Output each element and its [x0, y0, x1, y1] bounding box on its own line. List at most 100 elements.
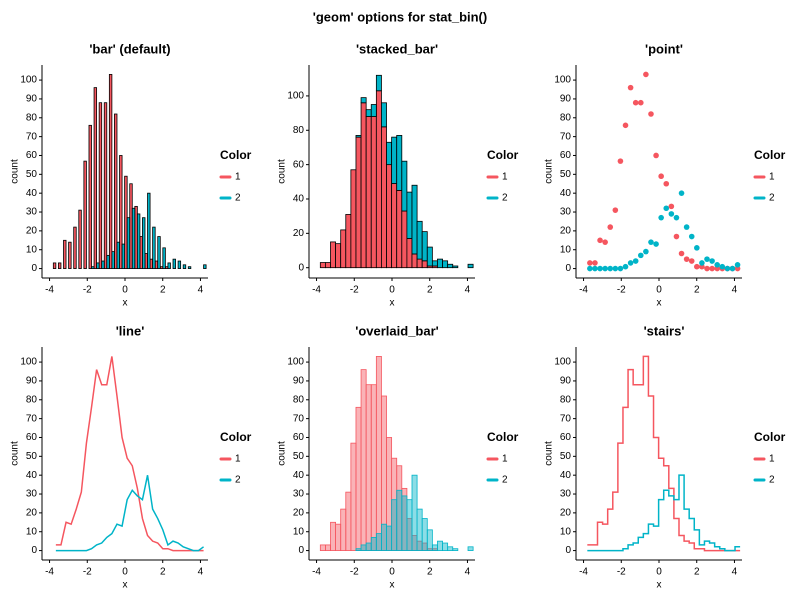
bar [452, 548, 459, 551]
bar [396, 489, 403, 551]
y-tick-label: 80 [26, 112, 38, 123]
x-tick-label: 0 [389, 567, 395, 578]
y-axis-label: count [544, 441, 555, 466]
y-tick-label: 80 [560, 394, 572, 405]
y-tick-label: 100 [287, 357, 304, 368]
figure-title: 'geom' options for stat_bin() [313, 9, 487, 24]
line [55, 475, 205, 552]
bar [360, 369, 367, 551]
bar [157, 236, 161, 269]
point [734, 262, 741, 268]
bar [63, 239, 67, 269]
bar [375, 74, 382, 92]
y-tick-label: 100 [554, 357, 571, 368]
bar [391, 499, 398, 551]
legend-label: 1 [769, 172, 775, 183]
y-tick-label: 20 [560, 508, 572, 519]
bar [98, 102, 103, 269]
bar [350, 169, 357, 269]
point [673, 233, 680, 240]
point [622, 122, 629, 129]
y-tick-label: 30 [560, 489, 572, 500]
point [648, 111, 654, 117]
bar [365, 542, 372, 551]
point [694, 263, 700, 270]
bar [401, 210, 408, 269]
y-tick-label: 20 [293, 228, 305, 239]
panel-title: 'overlaid_bar' [355, 323, 439, 338]
y-tick-label: 60 [26, 150, 38, 161]
y-tick-label: 60 [560, 150, 572, 161]
x-tick-label: -4 [579, 567, 588, 578]
x-axis-label: x [123, 580, 128, 591]
bar [350, 442, 357, 551]
bar [340, 508, 347, 551]
point [688, 258, 695, 264]
x-tick-label: 4 [732, 567, 738, 578]
x-tick-label: -2 [350, 285, 359, 296]
y-axis-label: count [10, 159, 21, 184]
point [602, 265, 608, 272]
y-tick-label: 40 [26, 470, 38, 481]
bar [73, 226, 77, 269]
bar [340, 229, 347, 269]
x-tick-label: 4 [465, 567, 471, 578]
point [704, 265, 710, 272]
panel-title: 'point' [645, 41, 683, 56]
x-tick-label: 2 [160, 285, 166, 296]
y-tick-label: 10 [26, 526, 38, 537]
bar [360, 97, 367, 104]
point [724, 265, 731, 272]
bar [365, 116, 372, 269]
point [602, 239, 608, 245]
y-tick-label: 20 [560, 226, 572, 237]
point [587, 260, 593, 266]
point [648, 239, 654, 245]
y-tick-label: 40 [560, 470, 572, 481]
point [607, 265, 614, 272]
y-tick-label: 20 [26, 508, 38, 519]
bar [411, 184, 418, 255]
bar [96, 262, 100, 269]
bar [452, 265, 459, 269]
x-tick-label: -2 [617, 567, 626, 578]
y-tick-label: 100 [554, 75, 571, 86]
y-tick-label: 30 [293, 489, 305, 500]
y-tick-label: 90 [560, 94, 572, 105]
y-tick-label: 90 [560, 376, 572, 387]
bar [136, 213, 141, 269]
point [653, 241, 659, 247]
bar [437, 258, 443, 269]
y-tick-label: 50 [26, 451, 38, 462]
bar [142, 217, 146, 269]
point [673, 214, 680, 221]
x-axis-label: x [657, 580, 662, 591]
bar [467, 546, 474, 551]
bar [421, 260, 428, 269]
bar [182, 264, 187, 269]
y-tick-label: 40 [293, 194, 305, 205]
bar [167, 262, 171, 269]
bar [360, 102, 367, 269]
y-tick-label: 30 [560, 207, 572, 218]
legend-title: Color [487, 148, 519, 162]
y-tick-label: 70 [560, 413, 572, 424]
bar [396, 135, 403, 191]
bar [116, 241, 120, 269]
y-tick-label: 10 [293, 526, 305, 537]
legend-label: 2 [502, 193, 508, 204]
bar [119, 155, 123, 269]
bar [447, 263, 454, 269]
legend-label: 1 [235, 454, 241, 465]
bar [355, 135, 362, 138]
bar [52, 262, 57, 269]
panel-title: 'line' [116, 323, 145, 338]
point [612, 265, 619, 272]
bar [83, 160, 87, 269]
y-tick-label: 50 [293, 451, 305, 462]
point [612, 207, 619, 213]
x-tick-label: -2 [350, 567, 359, 578]
point [683, 224, 690, 230]
